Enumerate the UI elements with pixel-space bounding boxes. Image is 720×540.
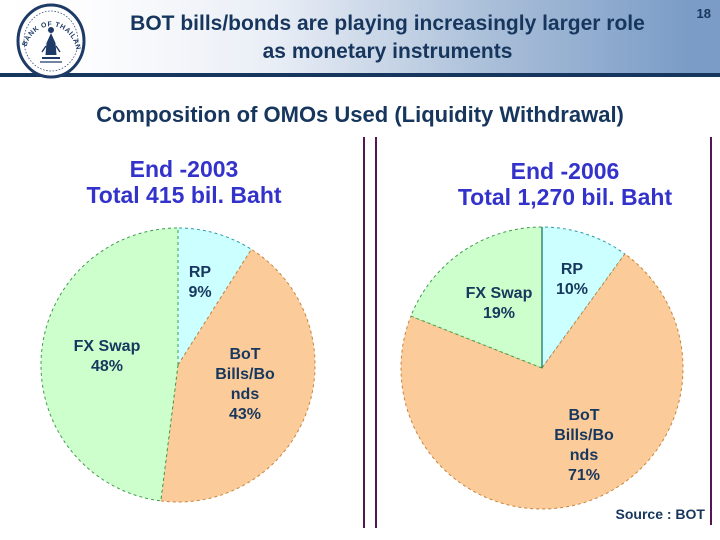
bank-of-thailand-seal-icon: BANK OF THAILAND [13, 2, 86, 79]
left-panel-year: End -2003 [129, 156, 239, 182]
pie-slice-fx-swap [410, 226, 543, 369]
section-title: Composition of OMOs Used (Liquidity With… [96, 102, 624, 127]
pie-label-fxswap-2003: FX Swap 48% [73, 338, 141, 375]
pie-label-rp-2003: RP 9% [188, 264, 212, 301]
panel-divider-line-right [375, 137, 377, 528]
left-panel-title: End -2003 Total 415 bil. Baht [2, 156, 366, 208]
source-note: Source : BOT [615, 506, 705, 522]
seal-figure [40, 27, 62, 63]
pie-label-botbills-2003: BoT Bills/Bo nds 43% [215, 346, 275, 423]
slide-title-line1: BOT bills/bonds are playing increasingly… [130, 12, 645, 35]
right-panel-total: Total 1,270 bil. Baht [457, 184, 673, 210]
slide-title: BOT bills/bonds are playing increasingly… [85, 10, 690, 66]
pie-slice-bot-bills-bonds [400, 253, 684, 510]
page-number: 18 [696, 6, 711, 21]
slide-title-line2: as monetary instruments [262, 40, 513, 63]
pie-label-fxswap-2006: FX Swap 19% [465, 285, 533, 322]
slide-right-border-line [710, 137, 712, 525]
pie-slice-fx-swap [40, 227, 179, 502]
right-panel-title: End -2006 Total 1,270 bil. Baht [400, 158, 720, 210]
left-panel-total: Total 415 bil. Baht [86, 182, 282, 208]
pie-slice-rp [177, 227, 253, 367]
pie-slice-rp [541, 226, 626, 370]
pie-slice-bot-bills-bonds [160, 248, 316, 503]
panel-divider-line-left [363, 137, 365, 528]
right-panel-year: End -2006 [510, 158, 620, 184]
pie-label-rp-2006: RP 10% [555, 261, 589, 298]
slide-header: BANK OF THAILAND BOT bills/bonds are pla… [0, 0, 720, 79]
pie-label-botbills-2006: BoT Bills/Bo nds 71% [554, 407, 614, 484]
